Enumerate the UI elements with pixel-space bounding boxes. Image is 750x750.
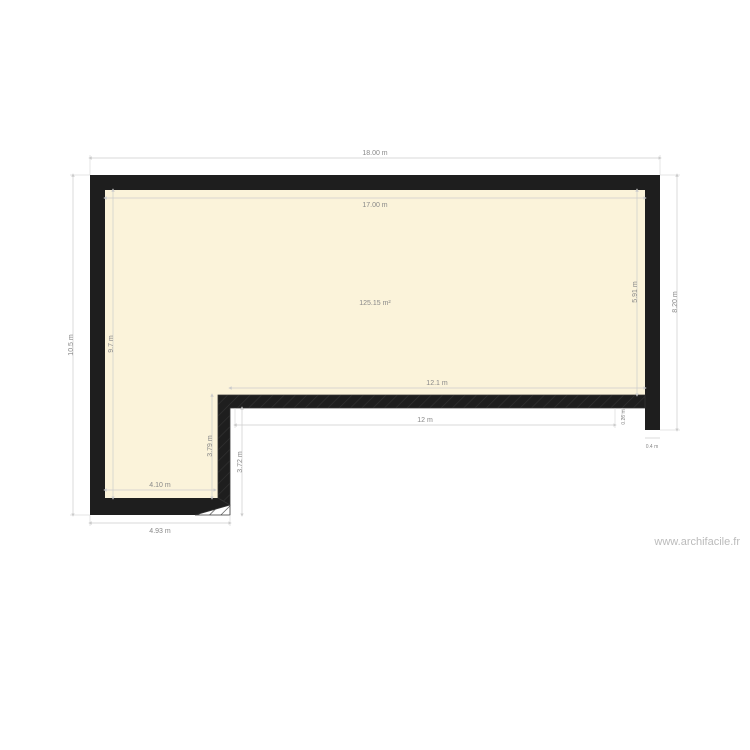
dim-notch-v-in-label: 3.79 m [207,435,214,457]
dim-top-outer-label: 18.00 m [362,150,387,157]
hatched-wall [218,395,645,505]
dim-gap-v-label: 0.26 m [621,409,627,424]
room-fill [105,190,645,498]
dim-mid-inner-label: 12.1 m [426,380,448,387]
dim-left-inner-label: 9.7 m [108,335,115,353]
dim-notch-v-out-label: 3.72 m [237,451,244,473]
floorplan-canvas: 125.15 m² 18.00 m 17.00 m 10.5 m 9.7 m 8… [0,0,750,750]
dim-right-inner-label: 5.91 m [632,281,639,303]
dim-notch-bot-in-label: 4.10 m [149,482,171,489]
dim-gap-h-label: 0.4 m [646,444,659,450]
dim-mid-outer-label: 12 m [417,417,433,424]
wall-stub [645,408,660,430]
watermark: www.archifacile.fr [654,536,740,548]
dim-notch-bot-out-label: 4.93 m [149,528,171,535]
dim-right-outer-label: 8.20 m [672,291,679,313]
area-label: 125.15 m² [359,300,391,307]
dim-top-inner-label: 17.00 m [362,202,387,209]
dim-left-outer-label: 10.5 m [68,334,75,356]
